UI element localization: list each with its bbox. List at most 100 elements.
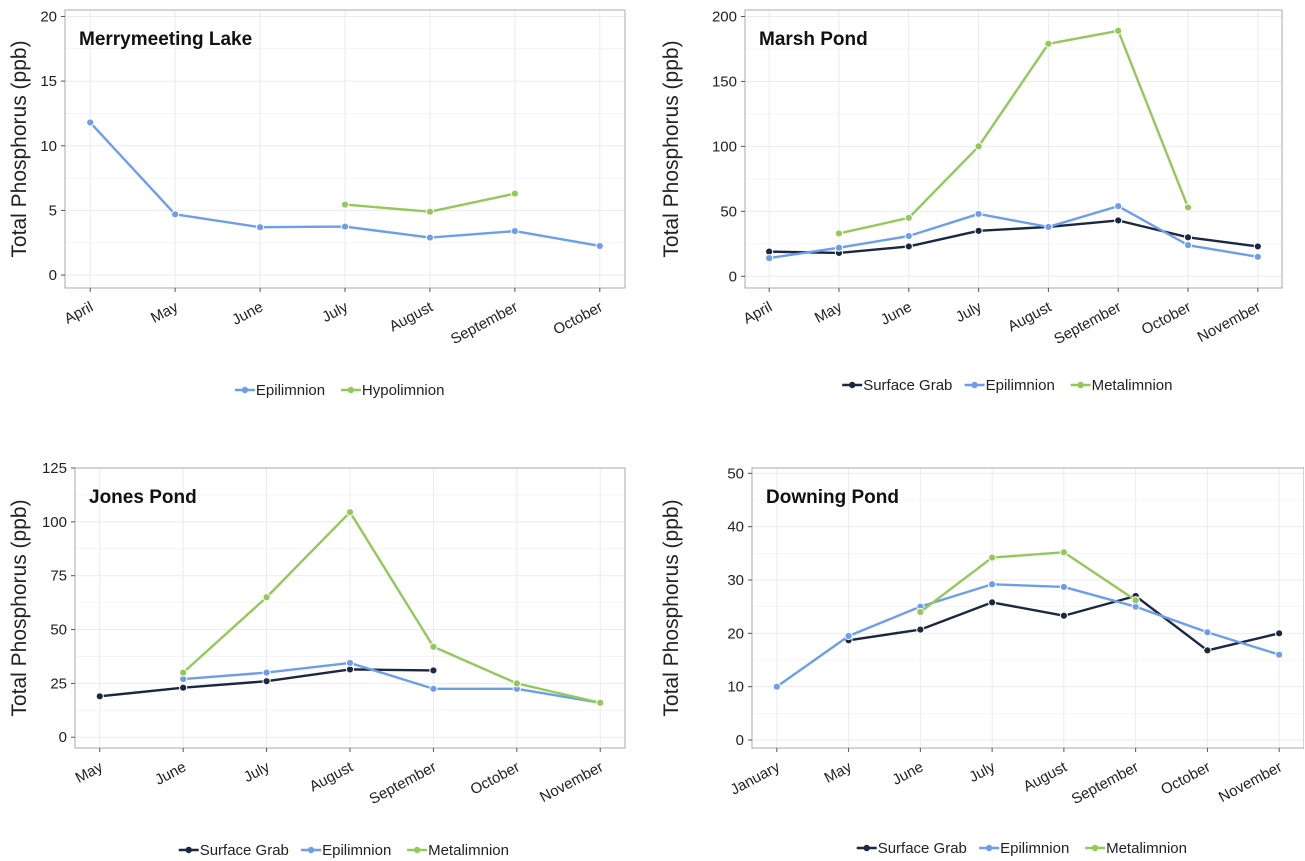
- y-tick-label: 10: [40, 138, 57, 155]
- data-point: [510, 227, 519, 236]
- y-tick-label: 30: [727, 572, 744, 589]
- data-point: [510, 189, 519, 198]
- x-tick-label: June: [890, 759, 927, 789]
- plot-frame: [744, 9, 1283, 289]
- y-tick-label: 25: [50, 675, 67, 692]
- series-line: [838, 29, 1190, 235]
- data-point: [95, 692, 104, 701]
- data-point: [988, 553, 997, 562]
- y-tick-label: 50: [50, 622, 67, 639]
- data-point: [988, 580, 997, 589]
- chart-title: Marsh Pond: [759, 29, 868, 50]
- x-tick-label: June: [878, 299, 915, 329]
- y-tick-label: 20: [727, 625, 744, 642]
- x-tick-label: July: [319, 298, 351, 326]
- legend-label: Metalimnion: [1092, 377, 1173, 394]
- series-metalimnion: [916, 548, 1140, 617]
- legend: Surface Grab Epilimnion Metalimnion: [842, 377, 1172, 394]
- x-tick-label: August: [1021, 758, 1071, 795]
- data-point: [179, 683, 188, 692]
- chart-svg: 0 50 100 150 200 April May June July AugustSeptem…: [660, 8, 1283, 394]
- x-tick-label: August: [307, 758, 357, 795]
- data-point: [345, 508, 355, 517]
- data-point: [262, 593, 271, 602]
- data-point: [1183, 241, 1193, 250]
- series-hypolimnion: [340, 189, 519, 216]
- y-tick-label: 100: [712, 138, 737, 155]
- y-tick-label: 0: [59, 729, 67, 746]
- data-point: [1275, 629, 1284, 638]
- x-tick-label: April: [62, 299, 96, 328]
- legend-key-dot: [1091, 844, 1099, 852]
- legend-key-dot: [1077, 381, 1084, 389]
- data-point: [1059, 548, 1068, 557]
- data-point: [1253, 252, 1262, 261]
- data-point: [904, 213, 913, 222]
- x-tick-label: November: [537, 759, 606, 806]
- x-tick-label: May: [148, 298, 181, 327]
- data-point: [1114, 202, 1123, 211]
- x-tick-label: July: [953, 298, 985, 326]
- data-point: [916, 625, 925, 634]
- data-point: [340, 222, 350, 231]
- data-point: [171, 210, 180, 219]
- legend-label: Hypolimnion: [362, 382, 445, 399]
- chart-svg: 0 25 50 75 100 125 May June July August September O…: [8, 460, 626, 859]
- data-point: [425, 207, 435, 216]
- legend-label: Epilimnion: [986, 377, 1055, 394]
- x-tick-label: November: [1195, 299, 1264, 346]
- data-point: [1203, 646, 1212, 655]
- plot-frame: [751, 467, 1304, 749]
- data-point: [340, 200, 350, 209]
- x-tick-label: September: [1069, 759, 1142, 808]
- data-point: [512, 679, 521, 688]
- series-epilimnion: [772, 580, 1284, 691]
- x-tick-label: August: [387, 298, 437, 335]
- legend-key-dot: [185, 846, 192, 854]
- x-tick-label: June: [229, 299, 266, 329]
- y-tick-label: 200: [712, 8, 737, 25]
- series-epilimnion: [86, 118, 604, 251]
- x-tick-label: September: [367, 759, 440, 808]
- chart-title: Downing Pond: [766, 487, 899, 508]
- data-point: [596, 698, 605, 707]
- data-point: [429, 642, 438, 651]
- y-tick-label: 75: [50, 568, 67, 585]
- x-tick-label: July: [241, 758, 273, 786]
- series-surface-grab: [95, 665, 438, 701]
- data-point: [988, 598, 997, 607]
- series-line: [768, 204, 1259, 260]
- legend-key-dot: [347, 386, 355, 394]
- data-point: [429, 666, 438, 675]
- x-tick-label: January: [728, 758, 784, 798]
- y-tick-label: 10: [727, 679, 744, 696]
- data-point: [1114, 26, 1123, 35]
- data-point: [904, 231, 913, 241]
- x-tick-label: April: [741, 299, 775, 328]
- data-point: [262, 677, 271, 686]
- legend-key-dot: [863, 844, 870, 852]
- x-tick-label: July: [966, 758, 998, 786]
- series-line: [182, 510, 601, 704]
- data-point: [1059, 611, 1068, 620]
- y-tick-label: 0: [736, 732, 744, 749]
- y-tick-label: 100: [42, 514, 67, 531]
- legend-label: Surface Grab: [200, 842, 289, 859]
- chart-panel-merrymeeting-lake: 0 5 10 15 20 April May June July August September O…: [0, 0, 652, 430]
- x-tick-label: November: [1216, 759, 1285, 806]
- data-point: [262, 668, 271, 677]
- data-point: [425, 233, 435, 242]
- data-point: [834, 243, 844, 252]
- x-tick-label: June: [152, 759, 189, 789]
- data-point: [1044, 39, 1053, 48]
- data-point: [974, 142, 983, 151]
- data-point: [1183, 203, 1193, 212]
- legend-label: Metalimnion: [428, 842, 509, 859]
- legend-key-dot: [241, 386, 249, 394]
- y-tick-label: 20: [40, 8, 57, 25]
- y-tick-label: 15: [40, 73, 57, 90]
- y-tick-label: 0: [729, 268, 737, 285]
- data-point: [179, 668, 188, 677]
- data-point: [1131, 596, 1140, 605]
- data-point: [844, 631, 853, 641]
